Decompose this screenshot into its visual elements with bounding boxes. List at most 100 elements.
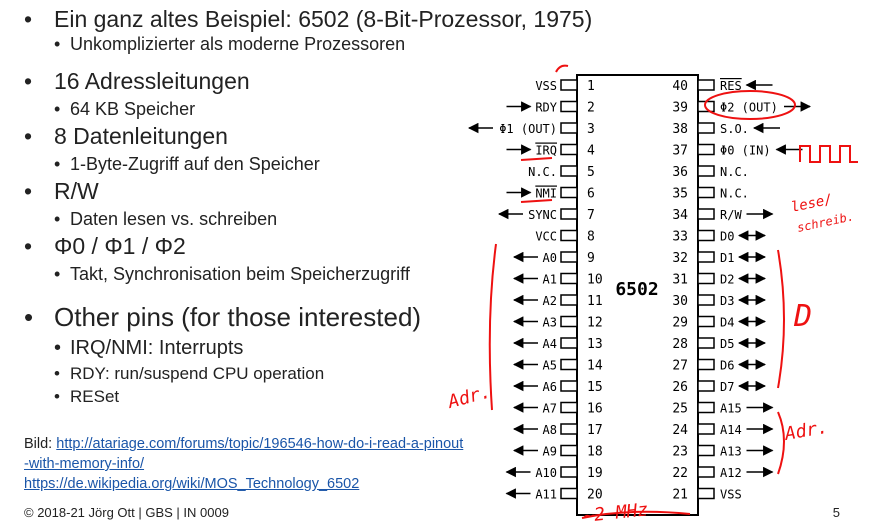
- pin-33-label: D0: [720, 230, 734, 244]
- annotation-phi2-circle: [704, 90, 796, 120]
- sub-bullet-6-2: • RDY: run/suspend CPU operation: [54, 364, 325, 383]
- pin-20-stub: [560, 487, 578, 500]
- annotation-address-bracket-left: [488, 243, 497, 411]
- pin-37-number: 37: [672, 144, 688, 159]
- pin-20-label: A11: [535, 488, 557, 502]
- bullet-4: • R/W: [24, 178, 99, 204]
- pin-8-label: VCC: [535, 230, 557, 244]
- pin-39-number: 39: [672, 101, 688, 116]
- pin-35-stub: [697, 186, 715, 199]
- pin-4-label: IRQ: [535, 144, 557, 158]
- pin-37-label: Φ0 (IN): [720, 144, 771, 158]
- pin-13-label: A4: [543, 337, 557, 351]
- pin-9-label: A0: [543, 251, 557, 265]
- pin-24-number: 24: [672, 423, 688, 438]
- sub-bullet-2-1: • 64 KB Speicher: [54, 99, 196, 119]
- sub-bullet-5-1: • Takt, Synchronisation beim Speicherzugr…: [54, 264, 410, 284]
- pin-5-stub: [560, 165, 578, 177]
- pin-33-stub: [697, 229, 715, 242]
- pin-11-stub: [560, 294, 578, 306]
- pin-29-label: D4: [720, 316, 734, 330]
- pin-34-number: 34: [672, 208, 688, 223]
- pin-10-stub: [560, 272, 578, 285]
- pin-31-label: D2: [720, 273, 734, 287]
- annotation-address-bracket-right: [777, 411, 785, 475]
- annotation-addr-right: Adr.: [782, 417, 829, 445]
- pin-21-stub: [697, 487, 715, 500]
- pin-2-label: RDY: [535, 101, 557, 115]
- pin-8-stub: [560, 229, 578, 242]
- pin-22-number: 22: [672, 466, 688, 481]
- pin-17-stub: [560, 423, 578, 435]
- pin-14-label: A5: [543, 359, 557, 373]
- pin-17-number: 17: [587, 423, 603, 438]
- pin-40-number: 40: [672, 79, 688, 94]
- pin-9-number: 9: [587, 251, 595, 266]
- pin-32-stub: [697, 251, 715, 263]
- image-citation: Bild: http://atariage.com/forums/topic/1…: [24, 436, 464, 492]
- pin-27-stub: [697, 358, 715, 371]
- citation-link-wikipedia[interactable]: https://de.wikipedia.org/wiki/MOS_Techno…: [24, 476, 360, 492]
- pin-13-number: 13: [587, 337, 603, 352]
- pin-32-label: D1: [720, 251, 734, 265]
- pin-14-stub: [560, 358, 578, 371]
- bullet-1: • Ein ganz altes Beispiel: 6502 (8-Bit-Pr…: [24, 6, 593, 32]
- pin-22-label: A12: [720, 466, 742, 480]
- footer: © 2018-21 Jörg Ott | GBS | IN 0009: [24, 505, 229, 520]
- bullet-2: • 16 Adressleitungen: [24, 68, 250, 94]
- pin-5-label: N.C.: [528, 165, 557, 179]
- pin-2-number: 2: [587, 101, 595, 116]
- pin-38-number: 38: [672, 122, 688, 137]
- pin-3-number: 3: [587, 122, 595, 137]
- pin-16-label: A7: [543, 402, 557, 416]
- pin-7-stub: [560, 208, 578, 220]
- pin-25-label: A15: [720, 402, 742, 416]
- pin-16-number: 16: [587, 402, 603, 417]
- pin-20-number: 20: [587, 488, 603, 503]
- pin-16-stub: [560, 401, 578, 414]
- pin-17-label: A8: [543, 423, 557, 437]
- pin-19-stub: [560, 466, 578, 478]
- sub-bullet-3-1: • 1-Byte-Zugriff auf den Speicher: [54, 154, 320, 174]
- pin-26-label: D7: [720, 380, 734, 394]
- pin-35-number: 35: [672, 187, 688, 202]
- pin-6-number: 6: [587, 187, 595, 202]
- pin-27-number: 27: [672, 359, 688, 374]
- annotation-lese: lese/: [790, 191, 835, 215]
- pin-26-stub: [697, 380, 715, 392]
- pin-29-number: 29: [672, 316, 688, 331]
- pin-18-label: A9: [543, 445, 557, 459]
- pin-22-stub: [697, 466, 715, 478]
- pin-1-number: 1: [587, 79, 595, 94]
- pin-28-stub: [697, 337, 715, 349]
- annotation-vss-mark: [555, 64, 569, 73]
- pin-3-label: Φ1 (OUT): [499, 122, 557, 136]
- pin-24-label: A14: [720, 423, 742, 437]
- sub-bullet-4-1: • Daten lesen vs. schreiben: [54, 209, 278, 229]
- pin-6-label: NMI: [535, 187, 557, 201]
- chip-name: 6502: [615, 279, 658, 300]
- pin-11-label: A2: [543, 294, 557, 308]
- pin-33-number: 33: [672, 230, 688, 245]
- pin-8-number: 8: [587, 230, 595, 245]
- annotation-data: D: [793, 299, 812, 334]
- handwritten-annotations: [488, 64, 858, 519]
- pin-1-label: VSS: [535, 79, 557, 93]
- bullet-5: • Φ0 / Φ1 / Φ2: [24, 233, 186, 259]
- pin-19-label: A10: [535, 466, 557, 480]
- pin-27-label: D6: [720, 359, 734, 373]
- pin-25-number: 25: [672, 402, 688, 417]
- bullet-3: • 8 Datenleitungen: [24, 123, 228, 149]
- pin-3-stub: [560, 122, 578, 134]
- pin-35-label: N.C.: [720, 187, 749, 201]
- pin-24-stub: [697, 423, 715, 435]
- pin-38-label: S.O.: [720, 122, 749, 136]
- pin-34-stub: [697, 208, 715, 220]
- pin-13-stub: [560, 337, 578, 349]
- pin-36-stub: [697, 165, 715, 177]
- bullet-6: • Other pins (for those interested): [24, 302, 422, 332]
- citation-link-atariage[interactable]: http://atariage.com/forums/topic/196546-…: [24, 436, 464, 472]
- pin-4-stub: [560, 143, 578, 156]
- pin-31-stub: [697, 272, 715, 285]
